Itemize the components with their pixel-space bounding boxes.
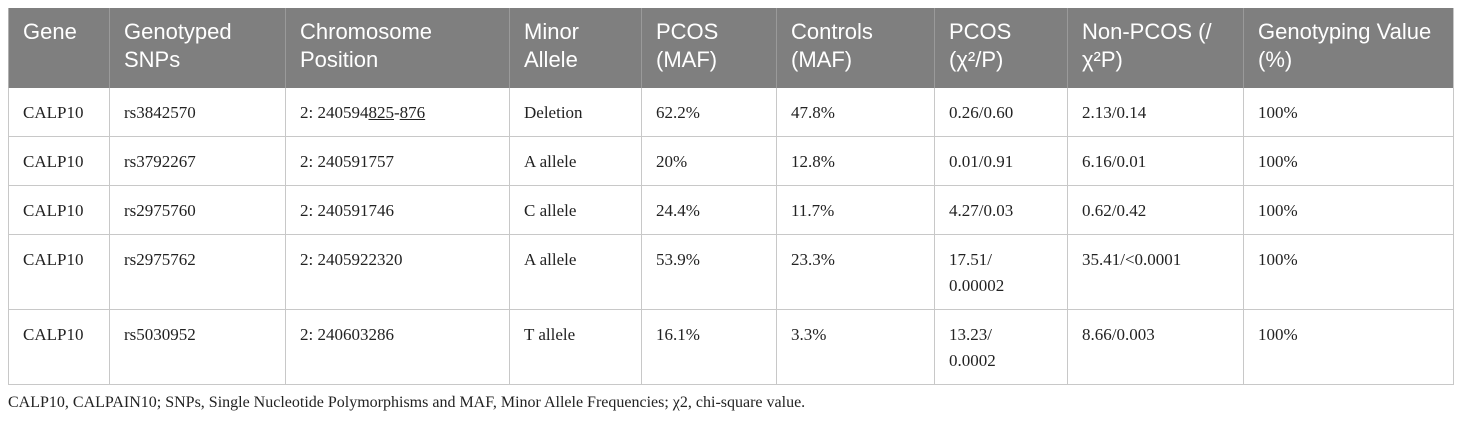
header-pcos-chi-p: PCOS (χ²/P): [934, 8, 1068, 88]
pcos-chi-line1: 0.01/0.91: [949, 152, 1014, 171]
cell-allele: C allele: [509, 185, 642, 235]
cell-controls-maf: 11.7%: [776, 185, 935, 235]
pcos-chi-line2: 0.0002: [949, 351, 996, 370]
cell-snp: rs3842570: [109, 88, 286, 137]
cell-value: 100%: [1243, 136, 1454, 186]
cell-gene: CALP10: [8, 136, 110, 186]
table-footnote: CALP10, CALPAIN10; SNPs, Single Nucleoti…: [8, 394, 806, 411]
table-row: CALP10 rs5030952 2: 240603286 T allele 1…: [8, 309, 1454, 385]
cell-pcos-chi: 0.26/0.60: [934, 88, 1068, 137]
table-row: CALP10 rs3792267 2: 240591757 A allele 2…: [8, 136, 1454, 186]
cell-gene: CALP10: [8, 88, 110, 137]
cell-gene: CALP10: [8, 309, 110, 385]
snp-table: Gene Genotyped SNPs Chromosome Position …: [8, 8, 1454, 385]
cell-snp: rs2975760: [109, 185, 286, 235]
cell-value: 100%: [1243, 234, 1454, 310]
cell-pcos-chi: 13.23/0.0002: [934, 309, 1068, 385]
cell-gene: CALP10: [8, 234, 110, 310]
cell-position: 2: 240591757: [285, 136, 510, 186]
cell-position: 2: 2405922320: [285, 234, 510, 310]
header-genotyped-snps: Genotyped SNPs: [109, 8, 286, 88]
cell-snp: rs2975762: [109, 234, 286, 310]
cell-allele: A allele: [509, 234, 642, 310]
cell-pcos-maf: 20%: [641, 136, 777, 186]
cell-value: 100%: [1243, 185, 1454, 235]
cell-snp: rs3792267: [109, 136, 286, 186]
cell-value: 100%: [1243, 88, 1454, 137]
pcos-chi-line2: 0.00002: [949, 276, 1005, 295]
cell-pcos-maf: 24.4%: [641, 185, 777, 235]
cell-gene: CALP10: [8, 185, 110, 235]
header-controls-maf: Controls (MAF): [776, 8, 935, 88]
cell-nonpcos: 35.41/<0.0001: [1067, 234, 1244, 310]
header-row: Gene Genotyped SNPs Chromosome Position …: [8, 8, 1454, 88]
cell-value: 100%: [1243, 309, 1454, 385]
cell-controls-maf: 47.8%: [776, 88, 935, 137]
table-row: CALP10 rs2975760 2: 240591746 C allele 2…: [8, 185, 1454, 235]
header-gene: Gene: [8, 8, 110, 88]
position-underlined-start: 825: [368, 103, 394, 122]
cell-nonpcos: 6.16/0.01: [1067, 136, 1244, 186]
cell-pcos-maf: 16.1%: [641, 309, 777, 385]
cell-controls-maf: 23.3%: [776, 234, 935, 310]
pcos-chi-line1: 4.27/0.03: [949, 201, 1014, 220]
table-row: CALP10 rs3842570 2: 240594825-876 Deleti…: [8, 88, 1454, 137]
pcos-chi-line1: 13.23/: [949, 325, 992, 344]
cell-position: 2: 240591746: [285, 185, 510, 235]
cell-position: 2: 240603286: [285, 309, 510, 385]
cell-nonpcos: 2.13/0.14: [1067, 88, 1244, 137]
position-prefix: 2: 240594: [300, 103, 369, 122]
table-row: CALP10 rs2975762 2: 2405922320 A allele …: [8, 234, 1454, 310]
cell-allele: T allele: [509, 309, 642, 385]
cell-allele: Deletion: [509, 88, 642, 137]
pcos-chi-line1: 17.51/: [949, 250, 992, 269]
cell-nonpcos: 8.66/0.003: [1067, 309, 1244, 385]
header-chromosome-position: Chromosome Position: [285, 8, 510, 88]
cell-controls-maf: 12.8%: [776, 136, 935, 186]
cell-pcos-chi: 4.27/0.03: [934, 185, 1068, 235]
pcos-chi-line1: 0.26/0.60: [949, 103, 1014, 122]
cell-snp: rs5030952: [109, 309, 286, 385]
snp-table-container: Gene Genotyped SNPs Chromosome Position …: [8, 8, 1454, 385]
header-genotyping-value: Genotyping Value (%): [1243, 8, 1454, 88]
cell-pcos-chi: 0.01/0.91: [934, 136, 1068, 186]
header-non-pcos-chi-p: Non-PCOS (/χ²P): [1067, 8, 1244, 88]
header-minor-allele: Minor Allele: [509, 8, 642, 88]
cell-pcos-chi: 17.51/0.00002: [934, 234, 1068, 310]
cell-nonpcos: 0.62/0.42: [1067, 185, 1244, 235]
cell-pcos-maf: 62.2%: [641, 88, 777, 137]
header-pcos-maf: PCOS (MAF): [641, 8, 777, 88]
cell-pcos-maf: 53.9%: [641, 234, 777, 310]
cell-position: 2: 240594825-876: [285, 88, 510, 137]
position-separator: -: [393, 103, 400, 122]
cell-allele: A allele: [509, 136, 642, 186]
position-underlined-end: 876: [399, 103, 426, 122]
cell-controls-maf: 3.3%: [776, 309, 935, 385]
